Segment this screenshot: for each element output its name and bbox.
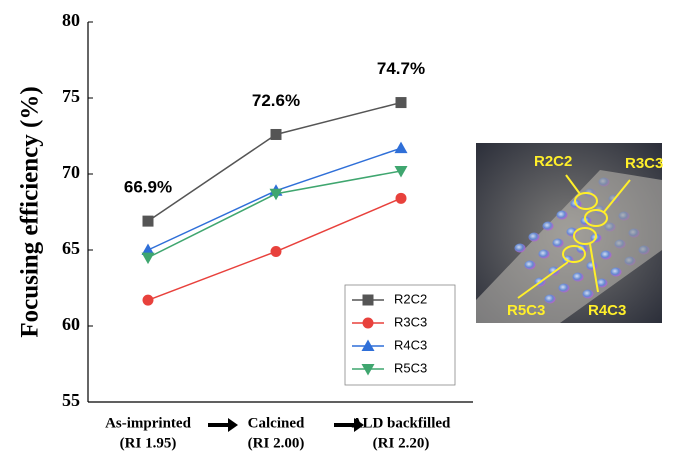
inset-label: R4C3 [588,302,626,319]
marker [143,216,154,227]
y-axis-label: Focusing efficiency (%) [17,86,44,337]
inset-label: R5C3 [507,302,545,319]
x-tick-label: As-imprinted [105,415,191,431]
lens [583,290,594,299]
marker [396,97,407,108]
lens [515,244,526,253]
legend-label: R3C3 [394,314,427,329]
marker [363,295,374,306]
lens [573,273,584,282]
y-tick-label: 60 [62,314,80,334]
value-label: 66.9% [124,178,172,197]
y-tick-label: 70 [62,162,80,182]
lens [611,268,622,277]
lens [557,211,568,220]
marker [363,318,374,329]
marker [271,246,282,257]
legend-label: R2C2 [394,291,427,306]
lens [639,246,650,255]
y-tick-label: 65 [62,238,80,258]
lens [525,261,536,270]
inset-photo: R2C2 R3C3 R5C3 R4C3 [476,143,663,323]
value-label: 74.7% [377,59,425,78]
marker [143,295,154,306]
lens [559,284,570,293]
x-tick-label: ALD backfilled [352,415,451,431]
figure: Focusing efficiency (%) 66.9%72.6%74.7% … [0,0,676,457]
value-label: 72.6% [252,91,300,110]
lens [605,223,616,232]
arrow [208,418,238,432]
series-line [148,148,401,250]
x-tick-label: (RI 2.00) [248,435,305,451]
x-tick-label: (RI 1.95) [120,435,177,451]
legend-label: R5C3 [394,360,427,375]
marker [396,193,407,204]
lens [599,178,610,187]
lens [597,279,608,288]
y-tick-label: 75 [62,86,80,106]
lens [553,239,564,248]
lens [615,240,626,249]
inset-label: R2C2 [534,153,572,170]
inset-label: R3C3 [625,155,663,172]
lens [619,212,630,221]
marker [395,142,408,154]
lens [543,222,554,231]
lens [601,251,612,260]
y-tick-label: 55 [62,390,80,410]
marker [271,129,282,140]
lens [539,250,550,259]
lens [587,262,598,271]
marker [142,253,155,265]
plot: 66.9% 72.6% 74.7% [124,59,425,306]
lens [529,233,540,242]
lens [545,295,556,304]
legend-label: R4C3 [394,337,427,352]
x-tick-label: (RI 2.20) [373,435,430,451]
lens [629,229,640,238]
x-tick-label: Calcined [248,415,305,431]
lens [625,257,636,266]
y-tick-label: 80 [62,10,80,30]
